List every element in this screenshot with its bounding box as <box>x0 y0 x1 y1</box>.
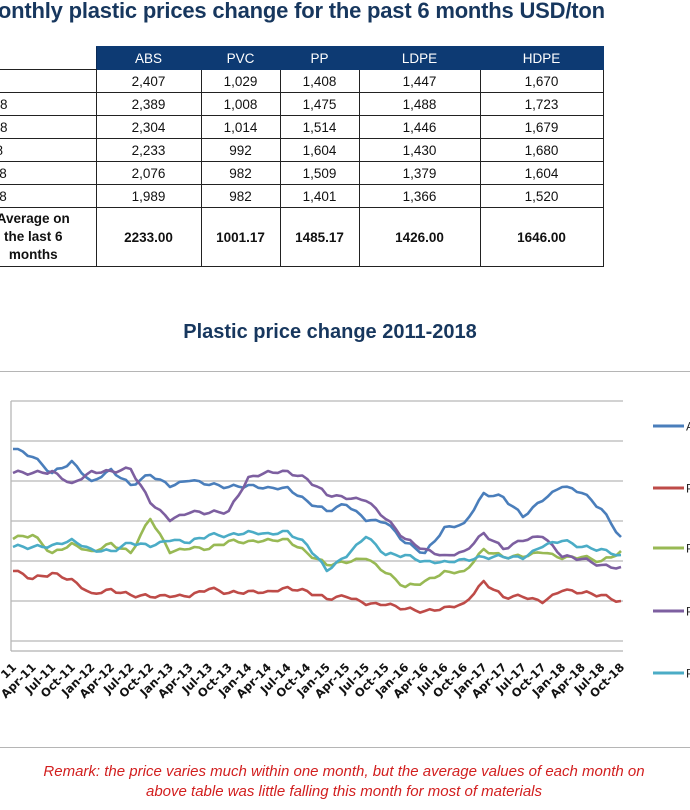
cell-pp: 1,514 <box>279 115 360 139</box>
cell-pvc: 992 <box>200 138 281 162</box>
cell-hdpe: 1,520 <box>479 184 604 208</box>
cell-ldpe: 1,447 <box>358 69 481 93</box>
row-label: ec-18 <box>0 184 97 208</box>
page-title: lonthly plastic prices change for the pa… <box>0 0 605 23</box>
header-blank-cell <box>0 46 96 70</box>
average-label: Average on the last 6 months <box>0 207 97 267</box>
cell-ldpe: 1,379 <box>358 161 481 185</box>
cell-pvc: 1,014 <box>200 115 281 139</box>
row-label: ct-18 <box>0 138 97 162</box>
cell-pvc: 1,029 <box>200 69 281 93</box>
cell-pp: 1,509 <box>279 161 360 185</box>
average-label-line: the last 6 <box>3 229 63 244</box>
chart-title: Plastic price change 2011-2018 <box>183 321 477 343</box>
legend-label: P <box>686 542 690 556</box>
line-chart: 11Apr-11Jul-11Oct-11Jan-12Apr-12Jul-12Oc… <box>0 400 690 701</box>
cell-pvc: 982 <box>200 184 281 208</box>
table-row: ct-18 2,233 992 1,604 1,430 1,680 <box>0 138 604 162</box>
cell-pp: 1,475 <box>279 92 360 116</box>
cell-pvc: 1,008 <box>200 92 281 116</box>
remark-line-1: Remark: the price varies much within one… <box>43 763 645 780</box>
average-row: Average on the last 6 months 2233.00 100… <box>0 207 604 267</box>
cell-hdpe: 1,679 <box>479 115 604 139</box>
table-row: l-18 2,407 1,029 1,408 1,447 1,670 <box>0 69 604 93</box>
average-ldpe: 1426.00 <box>358 207 481 267</box>
cell-abs: 2,407 <box>95 69 202 93</box>
cell-ldpe: 1,430 <box>358 138 481 162</box>
column-header-abs: ABS <box>95 46 202 70</box>
cell-ldpe: 1,446 <box>358 115 481 139</box>
legend-label: A <box>686 420 690 434</box>
row-label: ug-18 <box>0 92 97 116</box>
cell-pp: 1,401 <box>279 184 360 208</box>
chart-top-divider <box>0 371 690 372</box>
remark-line-2: above table was little falling this mont… <box>145 783 542 800</box>
column-header-ldpe: LDPE <box>358 46 481 70</box>
series-line-4 <box>12 466 622 570</box>
series-line-5 <box>12 529 622 573</box>
average-label-line: Average on <box>0 211 70 226</box>
table-header-row: ABS PVC PP LDPE HDPE <box>0 46 604 70</box>
column-header-hdpe: HDPE <box>479 46 604 70</box>
table-row: ug-18 2,389 1,008 1,475 1,488 1,723 <box>0 92 604 116</box>
cell-hdpe: 1,604 <box>479 161 604 185</box>
cell-abs: 1,989 <box>95 184 202 208</box>
legend-label: P <box>686 605 690 619</box>
chart-bottom-divider <box>0 747 690 748</box>
cell-abs: 2,233 <box>95 138 202 162</box>
series-line-2 <box>12 569 622 614</box>
cell-hdpe: 1,680 <box>479 138 604 162</box>
legend-label: P <box>686 482 690 496</box>
average-abs: 2233.00 <box>95 207 202 267</box>
remark-text: Remark: the price varies much within one… <box>0 762 690 802</box>
table-row: ep-18 2,304 1,014 1,514 1,446 1,679 <box>0 115 604 139</box>
cell-pp: 1,604 <box>279 138 360 162</box>
row-label: l-18 <box>0 69 97 93</box>
cell-ldpe: 1,488 <box>358 92 481 116</box>
cell-abs: 2,076 <box>95 161 202 185</box>
table-row: ec-18 1,989 982 1,401 1,366 1,520 <box>0 184 604 208</box>
cell-hdpe: 1,670 <box>479 69 604 93</box>
cell-ldpe: 1,366 <box>358 184 481 208</box>
row-label: ov-18 <box>0 161 97 185</box>
row-label: ep-18 <box>0 115 97 139</box>
average-pp: 1485.17 <box>279 207 360 267</box>
legend-label: P <box>686 667 690 681</box>
cell-abs: 2,389 <box>95 92 202 116</box>
average-label-line: months <box>8 247 58 262</box>
column-header-pvc: PVC <box>200 46 281 70</box>
table-row: ov-18 2,076 982 1,509 1,379 1,604 <box>0 161 604 185</box>
cell-abs: 2,304 <box>95 115 202 139</box>
price-table: ABS PVC PP LDPE HDPE l-18 2,407 1,029 1,… <box>0 46 604 267</box>
cell-pp: 1,408 <box>279 69 360 93</box>
column-header-pp: PP <box>279 46 360 70</box>
average-hdpe: 1646.00 <box>479 207 604 267</box>
cell-pvc: 982 <box>200 161 281 185</box>
cell-hdpe: 1,723 <box>479 92 604 116</box>
average-pvc: 1001.17 <box>200 207 281 267</box>
